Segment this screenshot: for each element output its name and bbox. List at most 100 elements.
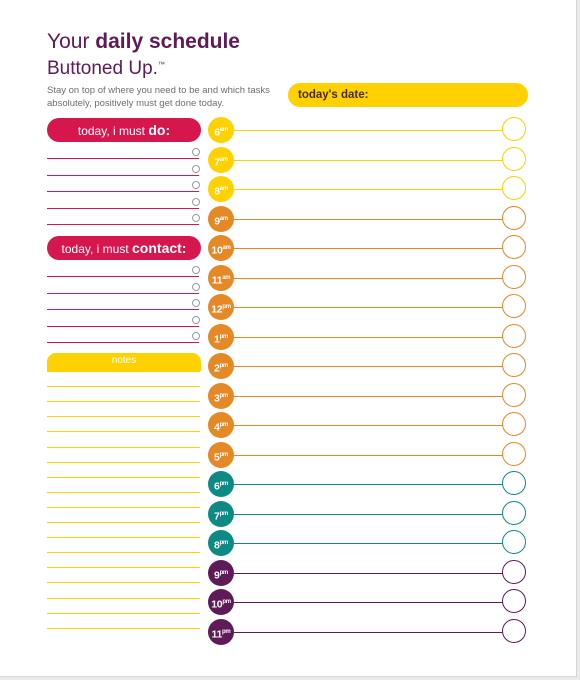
notes-line[interactable] xyxy=(47,446,200,448)
hour-badge: 7pm xyxy=(208,500,234,527)
hour-row[interactable]: 12pm xyxy=(208,294,580,320)
contact-item-line[interactable] xyxy=(47,325,199,327)
notes-line[interactable] xyxy=(47,431,200,433)
hour-check-circle[interactable] xyxy=(502,382,526,407)
contact-item-line[interactable] xyxy=(47,342,199,343)
hour-check-circle[interactable] xyxy=(502,117,526,141)
hour-check-circle[interactable] xyxy=(502,530,526,554)
notes-line[interactable] xyxy=(47,597,200,599)
hour-badge: 9pm xyxy=(208,559,234,586)
hour-check-circle[interactable] xyxy=(502,441,526,466)
notes-line[interactable] xyxy=(47,552,200,554)
notes-line[interactable] xyxy=(47,537,200,539)
hour-row[interactable]: 10pm xyxy=(208,589,580,615)
hour-period: am xyxy=(219,127,228,133)
hour-period: pm xyxy=(219,422,229,428)
contact-item-checkbox[interactable] xyxy=(192,315,200,324)
hour-check-circle[interactable] xyxy=(502,559,526,584)
hour-row[interactable]: 1pm xyxy=(208,323,580,350)
hour-row[interactable]: 9pm xyxy=(208,559,580,586)
hour-line[interactable] xyxy=(234,572,510,574)
contact-item-line[interactable] xyxy=(47,292,199,294)
hour-check-circle[interactable] xyxy=(502,146,526,171)
hour-row[interactable]: 10am xyxy=(208,235,580,261)
notes-line[interactable] xyxy=(47,416,200,418)
hour-check-circle[interactable] xyxy=(502,500,526,525)
hour-line[interactable] xyxy=(234,336,510,338)
contact-item-line[interactable] xyxy=(47,309,199,310)
do-item-checkbox[interactable] xyxy=(192,164,200,173)
do-item-line[interactable] xyxy=(47,224,199,225)
hour-line[interactable] xyxy=(234,395,510,397)
hour-line[interactable] xyxy=(234,543,510,544)
contact-item-checkbox[interactable] xyxy=(192,299,200,307)
hour-row[interactable]: 11am xyxy=(208,264,580,291)
hour-badge: 11am xyxy=(208,264,234,291)
do-item-checkbox[interactable] xyxy=(192,148,200,156)
hour-check-circle[interactable] xyxy=(502,176,526,200)
notes-line[interactable] xyxy=(47,491,200,493)
hour-check-circle[interactable] xyxy=(502,264,526,289)
hour-row[interactable]: 11pm xyxy=(208,618,580,645)
hour-line[interactable] xyxy=(234,484,510,485)
hour-row[interactable]: 9am xyxy=(208,205,580,232)
hour-line[interactable] xyxy=(234,277,510,279)
hour-line[interactable] xyxy=(234,366,510,367)
hour-line[interactable] xyxy=(234,602,510,603)
hour-line[interactable] xyxy=(234,631,510,633)
contact-item-checkbox[interactable] xyxy=(192,282,200,291)
notes-line[interactable] xyxy=(47,401,200,403)
hour-check-circle[interactable] xyxy=(502,235,526,259)
hour-number: 8 xyxy=(214,185,220,198)
hour-line[interactable] xyxy=(234,425,510,426)
do-item-line[interactable] xyxy=(47,207,199,209)
hour-line[interactable] xyxy=(234,159,510,161)
do-item-line[interactable] xyxy=(47,174,199,176)
hour-line[interactable] xyxy=(234,189,510,190)
do-item-checkbox[interactable] xyxy=(192,181,200,189)
notes-line[interactable] xyxy=(47,371,200,372)
hour-row[interactable]: 5pm xyxy=(208,441,580,468)
hour-row[interactable]: 6am xyxy=(208,117,580,143)
notes-line[interactable] xyxy=(47,506,200,508)
hour-line[interactable] xyxy=(234,130,510,131)
hour-row[interactable]: 3pm xyxy=(208,382,580,409)
hour-check-circle[interactable] xyxy=(502,205,526,230)
notes-line[interactable] xyxy=(47,612,200,614)
do-item-checkbox[interactable] xyxy=(192,214,200,222)
do-item-checkbox[interactable] xyxy=(192,197,200,206)
hour-line[interactable] xyxy=(234,248,510,249)
hour-check-circle[interactable] xyxy=(502,412,526,436)
do-item-line[interactable] xyxy=(47,191,199,192)
contact-item-checkbox[interactable] xyxy=(192,332,200,340)
hour-row[interactable]: 8pm xyxy=(208,530,580,556)
hour-row[interactable]: 8am xyxy=(208,176,580,202)
notes-line[interactable] xyxy=(47,627,200,629)
notes-line[interactable] xyxy=(47,582,200,584)
hour-check-circle[interactable] xyxy=(502,353,526,377)
hour-check-circle[interactable] xyxy=(502,471,526,495)
hour-check-circle[interactable] xyxy=(502,323,526,348)
hour-line[interactable] xyxy=(234,218,510,220)
do-item-line[interactable] xyxy=(47,158,199,159)
notes-line[interactable] xyxy=(47,461,200,463)
contact-item-line[interactable] xyxy=(47,276,199,277)
hour-check-circle[interactable] xyxy=(502,294,526,318)
notes-line[interactable] xyxy=(47,386,200,388)
notes-line[interactable] xyxy=(47,567,200,569)
hour-line[interactable] xyxy=(234,513,510,515)
hour-row[interactable]: 2pm xyxy=(208,353,580,379)
hour-row[interactable]: 6pm xyxy=(208,471,580,497)
hour-check-circle[interactable] xyxy=(502,618,526,643)
hour-row[interactable]: 7am xyxy=(208,146,580,173)
hour-check-circle[interactable] xyxy=(502,589,526,613)
hour-period: pm xyxy=(219,333,229,340)
hour-line[interactable] xyxy=(234,307,510,308)
contact-item-checkbox[interactable] xyxy=(192,266,200,274)
hour-row[interactable]: 7pm xyxy=(208,500,580,527)
todays-date-field[interactable]: today's date: xyxy=(288,83,528,107)
hour-line[interactable] xyxy=(234,454,510,456)
notes-line[interactable] xyxy=(47,522,200,523)
hour-row[interactable]: 4pm xyxy=(208,412,580,438)
notes-line[interactable] xyxy=(47,476,200,478)
